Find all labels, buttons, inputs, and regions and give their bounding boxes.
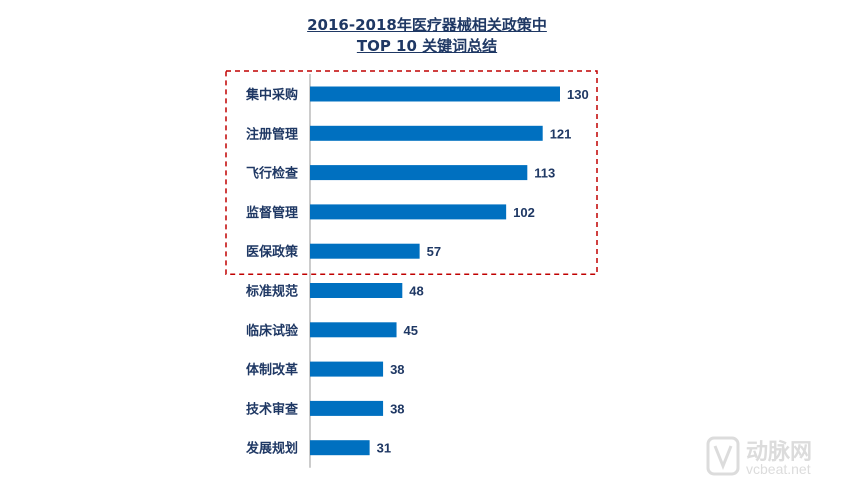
vcbeat-watermark: 动脉网 vcbeat.net	[706, 434, 846, 480]
category-label: 监督管理	[246, 205, 298, 221]
bar	[310, 322, 397, 338]
bar	[310, 86, 560, 102]
value-label: 38	[390, 401, 404, 416]
category-label: 技术审查	[246, 401, 299, 417]
bars-group: 集中采购 130 注册管理 121 飞行检查 113 监督管理 102 医保政策 57 标准规范 48…	[245, 86, 589, 457]
value-label: 102	[513, 205, 535, 220]
value-label: 45	[404, 323, 418, 338]
value-label: 57	[427, 244, 441, 259]
bar	[310, 440, 370, 456]
category-label: 集中采购	[245, 87, 298, 103]
value-label: 31	[377, 441, 391, 456]
highlight-box	[225, 70, 598, 275]
value-label: 113	[534, 166, 555, 181]
bar	[310, 204, 507, 220]
bar	[310, 283, 403, 298]
value-label: 130	[567, 87, 589, 102]
vcbeat-logo-icon	[706, 436, 740, 476]
category-label: 飞行检查	[246, 166, 299, 182]
bar	[310, 400, 384, 416]
bar	[310, 243, 420, 259]
bar	[310, 361, 384, 377]
category-label: 临床试验	[246, 323, 299, 339]
category-label: 体制改革	[246, 362, 298, 378]
category-label: 发展规划	[245, 441, 298, 457]
category-label: 注册管理	[246, 126, 298, 142]
chart-title: 2016-2018年医疗器械相关政策中	[307, 16, 547, 34]
category-label: 医保政策	[246, 244, 299, 260]
value-label: 121	[550, 126, 572, 141]
value-label: 48	[409, 284, 423, 299]
chart-subtitle: TOP 10 关键词总结	[356, 37, 498, 55]
value-label: 38	[390, 362, 404, 377]
watermark-url: vcbeat.net	[746, 461, 811, 477]
category-label: 标准规范	[245, 284, 298, 300]
bar	[310, 125, 543, 141]
bar	[310, 165, 528, 181]
watermark-brand: 动脉网	[746, 440, 813, 465]
